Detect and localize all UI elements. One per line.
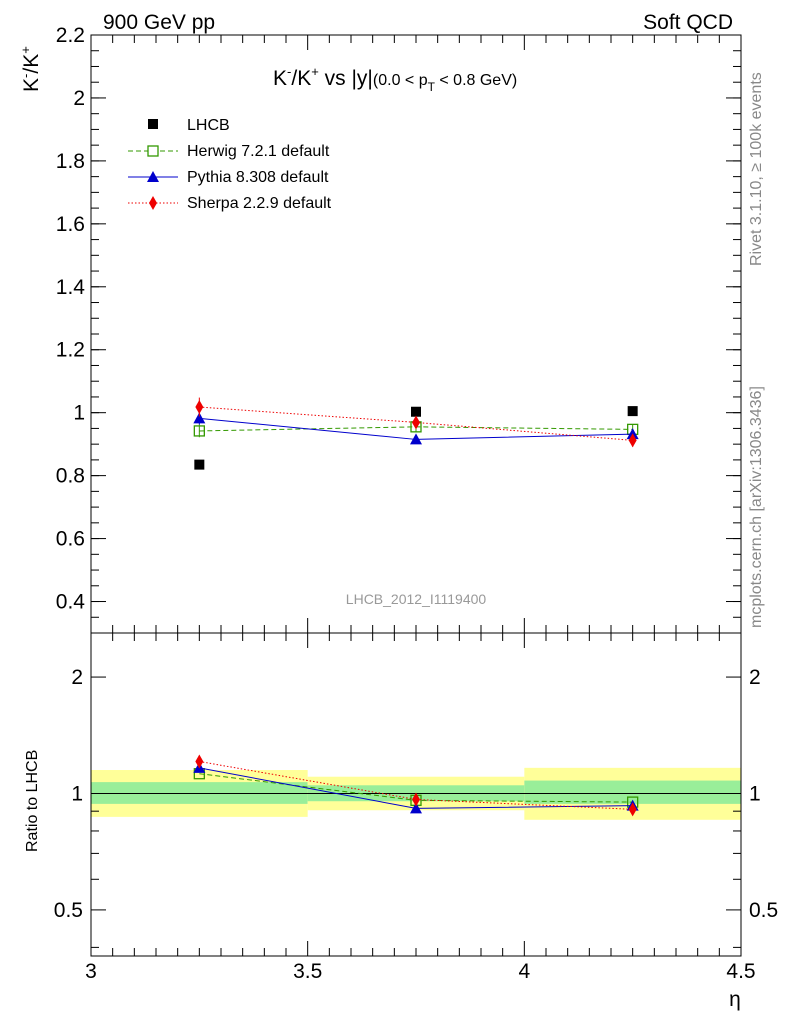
ratio-point-pythia [410, 802, 422, 814]
ratio-y-tick-label-right: 2 [749, 666, 761, 689]
y-tick-label: 1.2 [56, 339, 85, 362]
chart-title-sub: T [428, 80, 436, 94]
legend-label-pythia: Pythia 8.308 default [187, 169, 329, 186]
ratio-y-axis-label: Ratio to LHCB [24, 750, 41, 852]
legend-marker-sherpa [149, 196, 157, 210]
y-tick-label: 1.6 [56, 213, 85, 236]
ratio-line-sherpa [199, 760, 633, 810]
y-tick-label: 1.8 [56, 150, 85, 173]
legend-marker-pythia [147, 171, 159, 182]
main-point-sherpa [628, 433, 637, 448]
analysis-id: LHCB_2012_I1119400 [346, 591, 487, 607]
y-tick-label: 0.8 [56, 465, 85, 488]
legend-label-sherpa: Sherpa 2.2.9 default [187, 195, 332, 212]
x-tick-label: 4.5 [726, 960, 755, 983]
main-plot: 0.4 0.6 0.8 1 1.2 1.4 1.6 1.8 2 2.2 K-/K+ vs |y|(… [18, 24, 742, 648]
main-point-lhcb [627, 406, 638, 417]
y-tick-label: 0.4 [56, 591, 86, 614]
main-point-lhcb [411, 406, 421, 417]
legend-label-lhcb: LHCB [187, 117, 230, 134]
x-tick-label: 3 [85, 960, 97, 983]
y-axis-label: K-/K+ [18, 46, 43, 92]
ratio-band-inner [524, 780, 741, 804]
chart-title-range: (0.0 < p [373, 72, 428, 89]
ratio-y-tick-label: 0.5 [54, 899, 83, 922]
legend-marker-herwig [147, 145, 159, 157]
ratio-point-sherpa [195, 754, 204, 769]
main-series [193, 397, 639, 470]
legend-label-herwig: Herwig 7.2.1 default [187, 143, 330, 160]
main-point-pythia [410, 433, 422, 445]
y-tick-label: 0.6 [56, 528, 85, 551]
mcplots-label: mcplots.cern.ch [arXiv:1306.3436] [748, 386, 765, 628]
ratio-y-tick-label: 1 [71, 782, 83, 805]
ratio-point-sherpa [628, 802, 637, 817]
chart-title: K-/K+ vs |y|(0.0 < pT < 0.8 GeV) [273, 64, 517, 94]
ratio-point-sherpa [412, 792, 420, 807]
main-axes: 0.4 0.6 0.8 1 1.2 1.4 1.6 1.8 2 2.2 [56, 24, 742, 648]
main-point-sherpa [412, 415, 420, 430]
ratio-y-tick-label: 2 [71, 666, 83, 689]
ratio-y-tick-label-right: 1 [749, 782, 761, 805]
rivet-label: Rivet 3.1.10, ≥ 100k events [748, 72, 765, 266]
y-tick-label: 2 [73, 87, 85, 110]
y-tick-label: 1.4 [56, 276, 86, 299]
x-tick-label: 4 [518, 960, 530, 983]
y-tick-label: 1 [73, 402, 85, 425]
header-right: Soft QCD [643, 11, 733, 34]
ratio-series [193, 754, 639, 817]
chart-title-range-end: < 0.8 GeV) [435, 72, 517, 89]
main-point-pythia [193, 412, 206, 424]
y-tick-label: 2.2 [56, 24, 85, 47]
x-axis-label: η [729, 988, 741, 1011]
main-point-herwig [193, 425, 205, 437]
main-point-sherpa [195, 400, 204, 415]
x-axis: 3 3.5 4 4.5 [85, 941, 756, 983]
legend-marker-lhcb [148, 119, 158, 129]
x-tick-label: 3.5 [293, 960, 322, 983]
ratio-plot: 0.5 0.5 1 1 2 2 Ratio to LHCB [24, 632, 778, 957]
chart-title-vs: vs |y| [325, 67, 373, 90]
ratio-axes: 0.5 0.5 1 1 2 2 [54, 666, 778, 948]
chart-title-main: K [273, 67, 287, 90]
legend: LHCB Herwig 7.2.1 default Pythia 8.308 d… [128, 117, 332, 212]
ratio-y-tick-label-right: 0.5 [749, 899, 778, 922]
header-left: 900 GeV pp [103, 11, 215, 34]
main-point-lhcb [194, 459, 205, 470]
